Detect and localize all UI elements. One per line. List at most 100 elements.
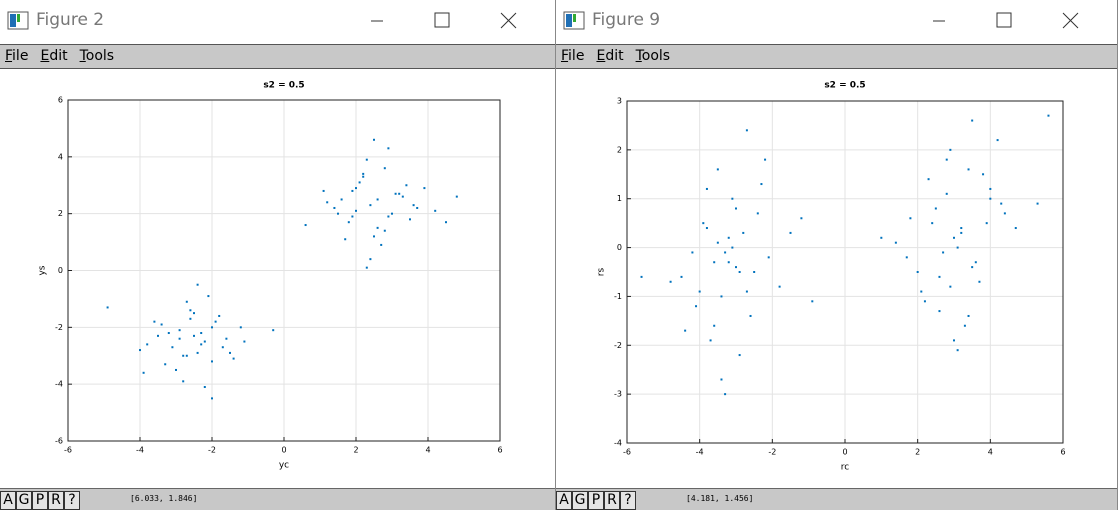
point	[387, 215, 390, 218]
y-tick-label: 6	[58, 96, 63, 105]
point	[731, 246, 734, 249]
maximize-button[interactable]	[996, 12, 1012, 28]
point	[713, 261, 716, 264]
point	[931, 222, 934, 225]
point	[203, 340, 206, 343]
menu-item[interactable]: File	[5, 48, 29, 64]
point	[1036, 202, 1039, 205]
point	[709, 339, 712, 342]
toolbar-button[interactable]: G	[16, 491, 32, 510]
point	[340, 198, 343, 201]
point	[1000, 202, 1003, 205]
point	[239, 326, 242, 329]
point	[383, 229, 386, 232]
point	[691, 251, 694, 254]
y-tick-label: -3	[614, 390, 622, 399]
point	[800, 217, 803, 220]
menu-item[interactable]: Tools	[635, 48, 671, 64]
point	[727, 261, 730, 264]
point	[423, 187, 426, 190]
menu-item[interactable]: Edit	[596, 48, 624, 64]
x-axis-label: rc	[841, 463, 850, 473]
point	[178, 329, 181, 332]
point	[894, 241, 897, 244]
point	[142, 371, 145, 374]
point	[455, 195, 458, 198]
title-bar: Figure 9	[556, 0, 1117, 44]
point	[409, 218, 411, 221]
point	[713, 324, 716, 327]
menu-item[interactable]: Edit	[40, 48, 68, 64]
point	[920, 290, 923, 293]
point	[760, 183, 763, 186]
close-button[interactable]	[500, 12, 517, 29]
menu-item[interactable]: File	[561, 48, 585, 64]
point	[974, 261, 977, 264]
point	[416, 206, 419, 209]
point	[669, 280, 672, 283]
point	[362, 172, 365, 175]
point	[322, 189, 325, 192]
point	[996, 139, 999, 142]
point	[811, 300, 814, 303]
point	[347, 221, 350, 224]
toolbar-button[interactable]: A	[0, 491, 16, 510]
y-axis-label: ys	[38, 265, 48, 275]
y-tick-label: 3	[617, 97, 622, 106]
y-tick-label: 2	[58, 209, 63, 218]
point	[724, 251, 727, 254]
toolbar-button[interactable]: R	[48, 491, 64, 510]
point	[351, 215, 354, 218]
toolbar-button[interactable]: G	[572, 491, 588, 510]
title-bar-icons	[7, 11, 517, 30]
toolbar-button[interactable]: P	[588, 491, 604, 510]
point	[167, 332, 170, 335]
point	[753, 271, 756, 273]
point	[178, 337, 181, 340]
point	[738, 354, 741, 357]
point	[945, 192, 948, 195]
point	[938, 275, 941, 278]
point	[938, 310, 941, 313]
window-title: Figure 2	[36, 10, 105, 30]
point	[189, 309, 192, 312]
point	[949, 148, 952, 151]
close-button[interactable]	[1062, 12, 1079, 29]
point	[139, 349, 141, 352]
y-tick-label: -2	[614, 341, 622, 350]
point	[985, 222, 988, 225]
toolbar-button[interactable]: A	[556, 491, 572, 510]
point	[956, 349, 959, 352]
point	[365, 266, 368, 269]
point	[778, 285, 781, 288]
point	[720, 378, 723, 381]
toolbar-button[interactable]: R	[604, 491, 620, 510]
point	[960, 227, 963, 230]
menu-item[interactable]: Tools	[79, 48, 115, 64]
point	[225, 337, 228, 340]
point	[445, 221, 447, 224]
point	[373, 235, 375, 238]
point	[387, 147, 390, 150]
point	[376, 226, 379, 229]
point	[684, 329, 687, 332]
point	[956, 246, 959, 249]
point	[880, 236, 883, 239]
y-tick-label: 1	[617, 194, 622, 203]
point	[355, 187, 357, 190]
toolbar-button[interactable]: P	[32, 491, 48, 510]
toolbar: A G P R? [4.181, 1.456]	[556, 488, 1117, 510]
point	[333, 206, 336, 209]
point	[705, 227, 708, 230]
point	[214, 320, 217, 323]
point	[716, 168, 719, 171]
maximize-button[interactable]	[434, 12, 450, 28]
toolbar-button[interactable]: ?	[64, 491, 80, 510]
y-tick-label: -1	[614, 292, 622, 301]
point	[182, 354, 185, 357]
point	[742, 231, 745, 234]
point	[927, 178, 930, 181]
toolbar-button[interactable]: ?	[620, 491, 636, 510]
point	[745, 290, 748, 293]
